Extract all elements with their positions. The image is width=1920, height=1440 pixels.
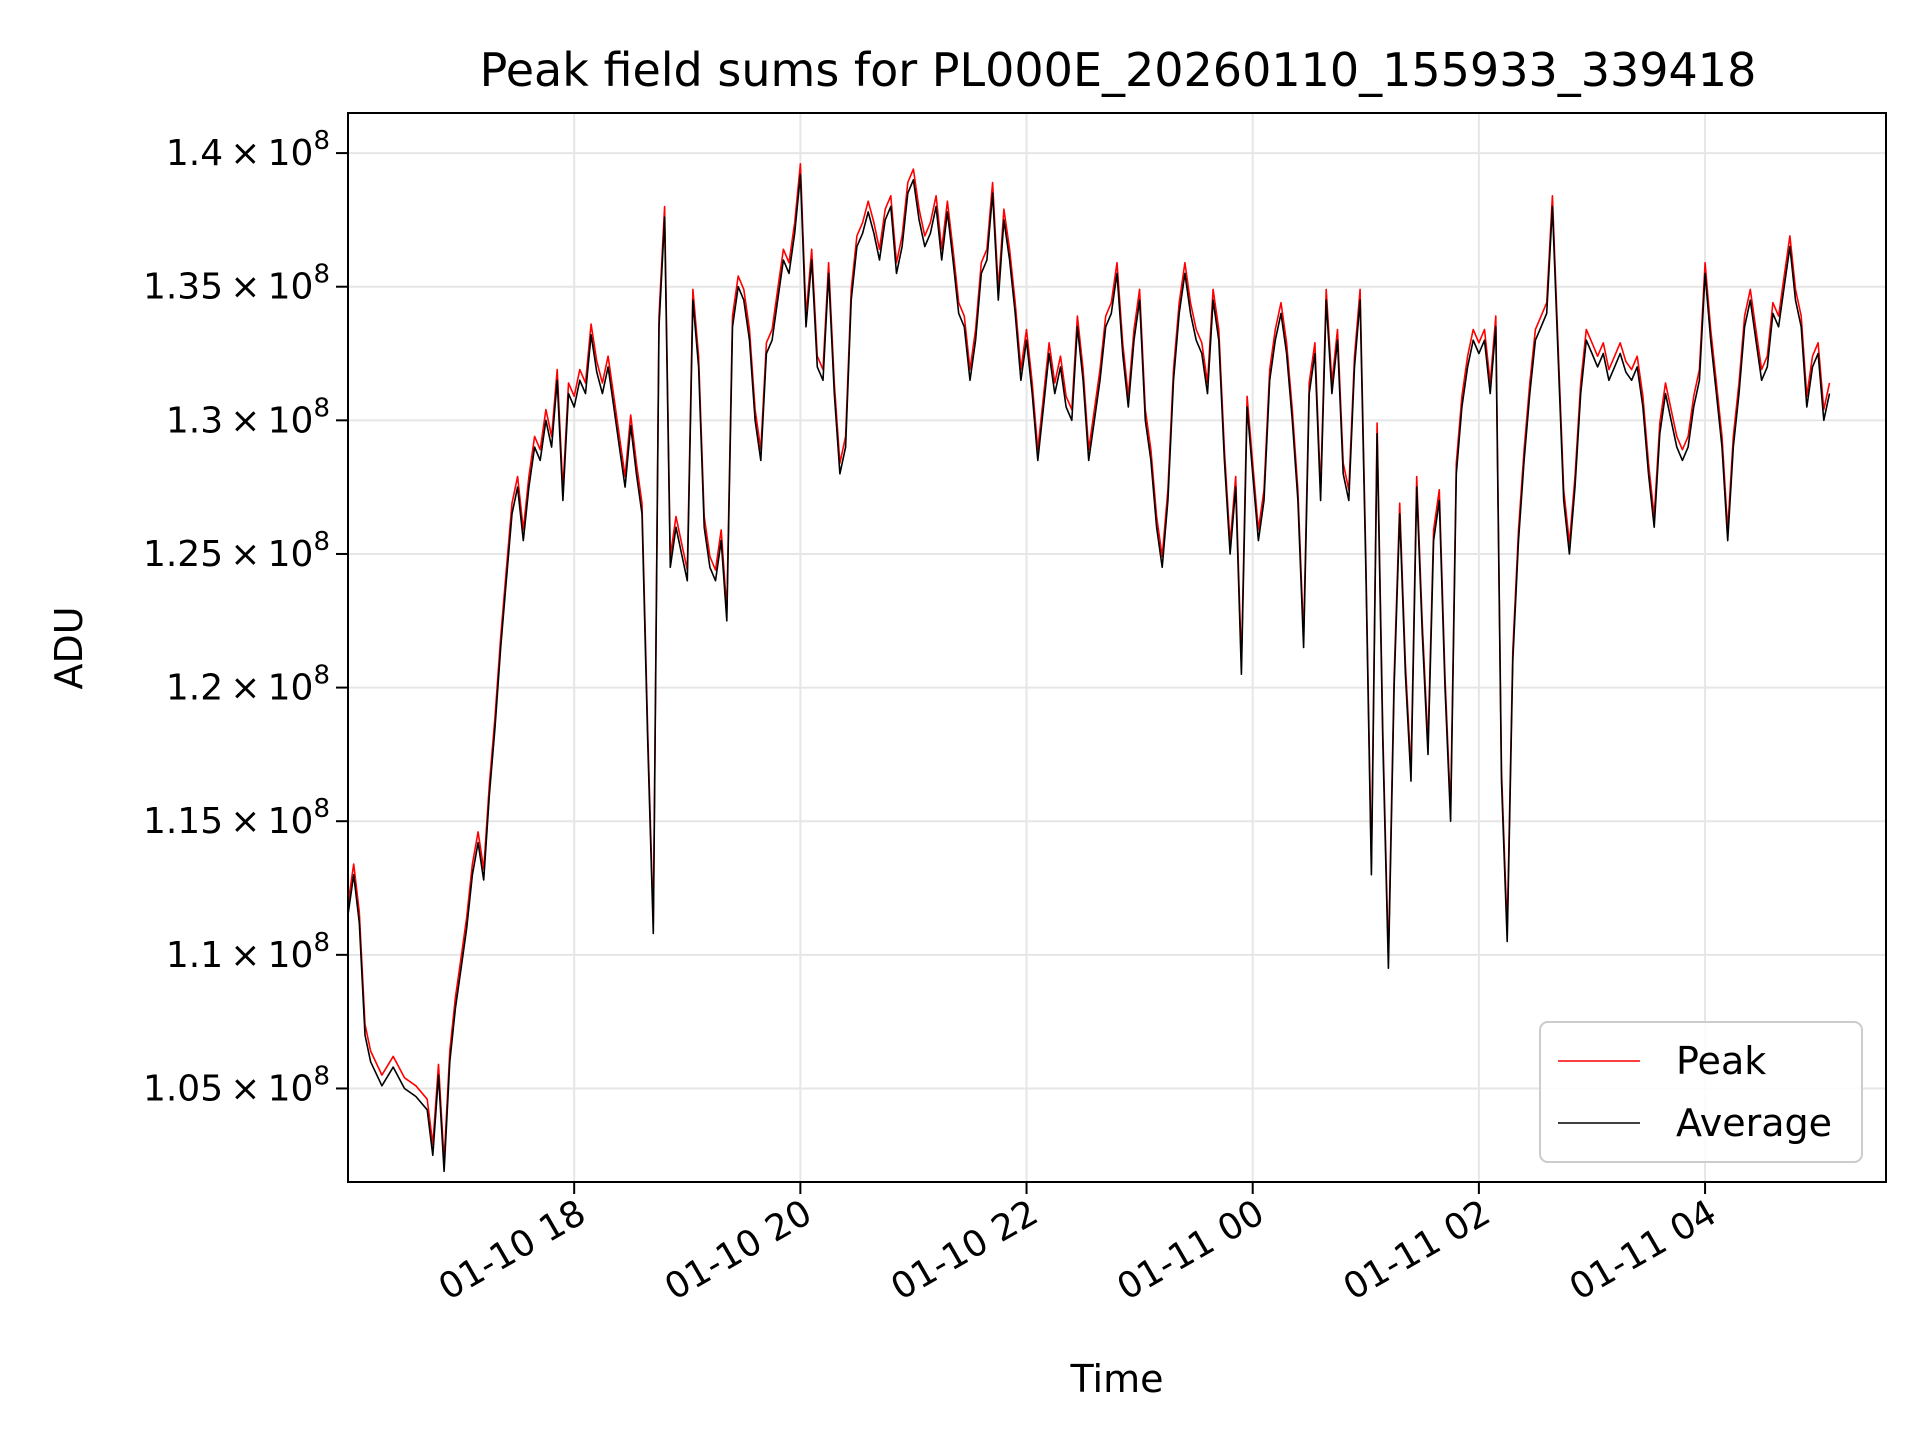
y-tick-label: 1.2 × 108 [166,661,330,709]
x-axis-label: Time [1070,1357,1164,1401]
legend-peak-label: Peak [1676,1039,1766,1083]
y-tick-label: 1.1 × 108 [166,928,330,976]
y-tick-label: 1.3 × 108 [166,393,330,441]
y-tick-label: 1.15 × 108 [143,794,330,842]
series-line-peak [347,163,1831,1162]
legend-average-label: Average [1676,1101,1832,1145]
y-axis-label: ADU [47,606,91,689]
series-layer [347,163,1831,1173]
y-axis: 1.05 × 108 1.1 × 108 1.15 × 108 1.2 × 108 1.… [143,126,348,1109]
y-tick-label: 1.05 × 108 [143,1061,330,1109]
chart-title: Peak field sums for PL000E_20260110_1559… [480,43,1757,97]
grid [348,113,1886,1182]
legend-box [1539,1021,1863,1163]
y-tick-label: 1.25 × 108 [143,527,330,575]
y-tick-label: 1.35 × 108 [143,260,330,308]
y-tick-label: 1.4 × 108 [166,126,330,174]
series-line-average [347,173,1831,1173]
legend: Peak Average [1539,1021,1863,1163]
plot-frame [347,112,1887,1183]
